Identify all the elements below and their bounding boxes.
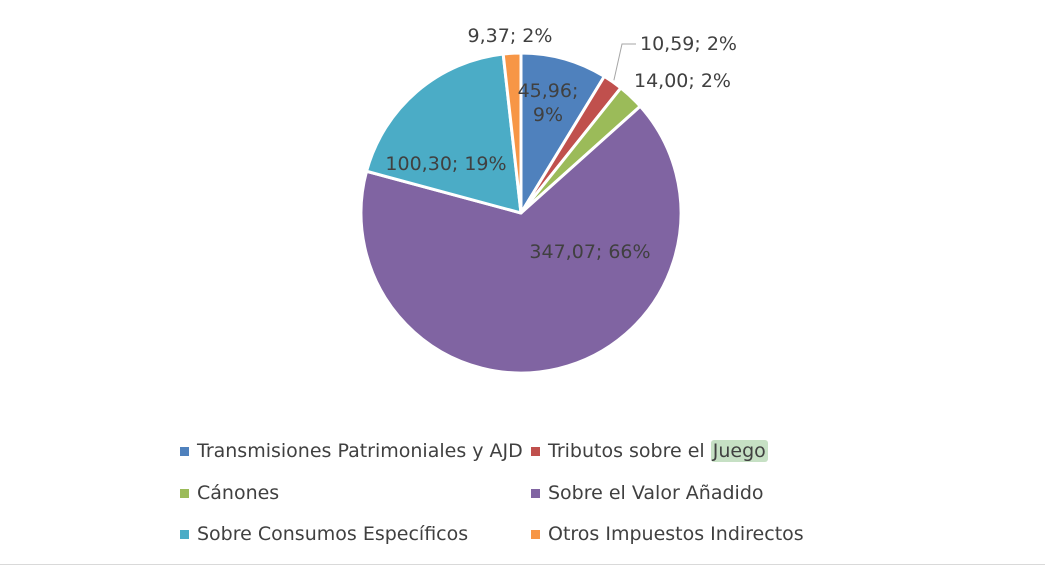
legend-item-consumos: Sobre Consumos Específicos xyxy=(180,522,468,546)
legend-item-otros: Otros Impuestos Indirectos xyxy=(531,522,804,546)
data-label-2: 10,59; 2% xyxy=(640,33,737,55)
legend-swatch xyxy=(531,488,540,498)
data-label-3: 14,00; 2% xyxy=(634,70,731,92)
data-label-6: 9,37; 2% xyxy=(468,25,553,47)
legend-item-iva: Sobre el Valor Añadido xyxy=(531,481,764,505)
data-label-line: 9% xyxy=(533,104,563,126)
legend-label: Sobre Consumos Específicos xyxy=(197,523,469,545)
bottom-divider xyxy=(0,564,1045,565)
legend-swatch xyxy=(180,529,189,539)
data-labels: 45,96; 9% 10,59; 2% 14,00; 2% 347,07; 66% 100… xyxy=(385,25,737,263)
pie-plot-area: 45,96; 9% 10,59; 2% 14,00; 2% 347,07; 66% 100… xyxy=(359,25,737,375)
legend-label: Transmisiones Patrimoniales y AJD xyxy=(197,440,523,462)
pie-slice-1 xyxy=(519,51,606,215)
pie-slice-4 xyxy=(359,104,683,375)
legend-label-juego: Tributos sobre el Juego xyxy=(548,440,768,462)
legend-label: Sobre el Valor Añadido xyxy=(548,482,764,504)
legend-swatch xyxy=(531,446,540,456)
legend-swatch xyxy=(531,529,540,539)
pie-slice-5 xyxy=(365,52,523,215)
data-label-line: 45,96; xyxy=(518,80,579,102)
data-label-5: 100,30; 19% xyxy=(385,153,506,175)
data-label-4: 347,07; 66% xyxy=(529,241,650,263)
leader-lines xyxy=(613,43,636,81)
legend-item-transmisiones: Transmisiones Patrimoniales y AJD xyxy=(180,439,523,463)
pie-slice-6 xyxy=(501,51,523,215)
legend-label: Otros Impuestos Indirectos xyxy=(548,523,804,545)
legend-swatch xyxy=(180,488,189,498)
legend-label: Cánones xyxy=(197,482,280,504)
pie-slices xyxy=(359,51,683,375)
highlighted-word: Juego xyxy=(710,440,768,462)
legend-swatch xyxy=(180,446,189,456)
legend-item-juego: Tributos sobre el Juego xyxy=(531,439,768,463)
data-label-1: 45,96; 9% xyxy=(518,80,579,126)
legend-item-canones: Cánones xyxy=(180,481,279,505)
leader-line-2 xyxy=(613,43,636,81)
